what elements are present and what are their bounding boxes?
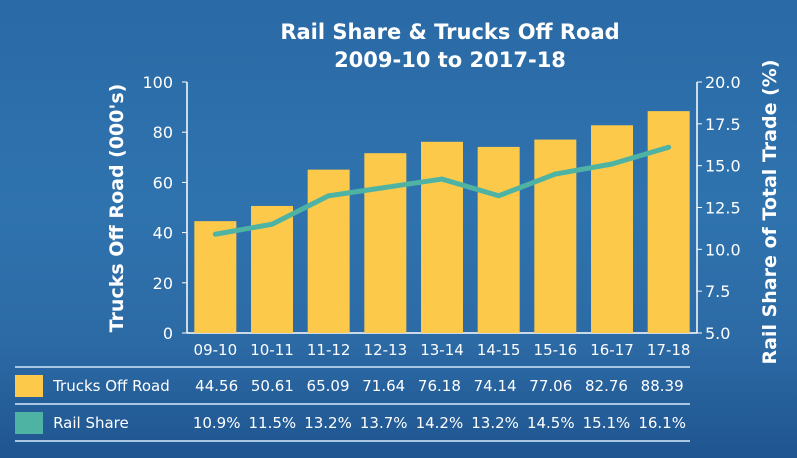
bar-14-15: [477, 146, 520, 333]
rail-share-point: [382, 184, 388, 190]
table-cell: 65.09: [306, 376, 350, 395]
table-cell: 16.1%: [638, 413, 686, 432]
title-line-2: 2009-10 to 2017-18: [334, 48, 566, 72]
rail-share-point: [269, 221, 275, 227]
y-tick-label: 20: [153, 274, 173, 293]
table-cell: 13.2%: [471, 413, 519, 432]
table-cell: 74.14: [473, 376, 517, 395]
y-right-tick-label: 15.0: [705, 157, 741, 176]
row-label: Trucks Off Road: [53, 376, 170, 395]
table-cell: 76.18: [417, 376, 461, 395]
x-tick-label: 09-10: [194, 341, 238, 359]
table-cell: 82.76: [584, 376, 628, 395]
y-tick-label: 80: [153, 123, 173, 142]
y-tick-label: 0: [163, 324, 173, 343]
x-tick-label: 12-13: [364, 341, 408, 359]
rail-share-point: [496, 193, 502, 199]
y-tick-label: 100: [142, 73, 173, 92]
bar-13-14: [421, 141, 463, 333]
table-cell: 10.9%: [192, 413, 241, 432]
x-tick-label: 16-17: [590, 341, 634, 359]
table-cell: 50.61: [250, 376, 294, 395]
title-line-1: Rail Share & Trucks Off Road: [280, 20, 620, 44]
table-cell: 13.7%: [359, 413, 408, 432]
table-cell: 15.1%: [582, 413, 631, 432]
x-tick-label: 11-12: [307, 341, 351, 359]
table-cell: 11.5%: [248, 413, 297, 432]
x-tick-label: 17-18: [647, 341, 691, 359]
y-right-tick-label: 20.0: [705, 73, 741, 92]
bar-09-10: [194, 221, 237, 333]
rail-share-point: [439, 176, 445, 182]
rail-share-point: [666, 144, 672, 150]
y-right-tick-label: 5.0: [705, 324, 730, 343]
trucks-swatch: [15, 374, 44, 397]
row-label: Rail Share: [53, 413, 129, 432]
y-right-tick-label: 7.5: [705, 282, 730, 301]
bar-15-16: [534, 139, 577, 333]
data-table: Trucks Off Road 44.56 50.61 65.09 71.64 76.1…: [15, 366, 690, 442]
table-row-trucks: Trucks Off Road 44.56 50.61 65.09 71.64 76.1…: [15, 366, 690, 403]
table-cell: 77.06: [529, 376, 573, 395]
bar-16-17: [591, 125, 633, 333]
x-tick-label: 13-14: [420, 341, 464, 359]
rail-share-point: [609, 161, 615, 167]
table-cell: 88.39: [640, 376, 684, 395]
table-cell: 44.56: [195, 376, 239, 395]
bar-17-18: [647, 111, 690, 333]
y-right-tick-label: 10.0: [705, 240, 741, 259]
rail-share-point: [552, 171, 558, 177]
table-cell: 13.2%: [304, 413, 352, 432]
table-cell: 14.5%: [526, 413, 575, 432]
x-tick-label: 15-16: [534, 341, 578, 359]
y-tick-label: 40: [153, 224, 173, 243]
rail-share-point: [326, 193, 332, 199]
rail-swatch: [15, 411, 44, 434]
x-tick-label: 10-11: [250, 341, 294, 359]
y-right-tick-label: 12.5: [705, 199, 741, 218]
rail-share-point: [212, 231, 218, 237]
x-tick-label: 14-15: [477, 341, 521, 359]
y-tick-label: 60: [153, 173, 173, 192]
y-right-tick-label: 17.5: [705, 115, 741, 134]
bar-12-13: [364, 153, 407, 333]
table-cell: 14.2%: [415, 413, 464, 432]
table-row-rail: Rail Share 10.9% 11.5% 13.2% 13.7% 14.2% 13.2…: [15, 403, 690, 442]
table-cell: 71.64: [362, 376, 406, 395]
chart-title: Rail Share & Trucks Off Road 2009-10 to …: [180, 18, 720, 74]
